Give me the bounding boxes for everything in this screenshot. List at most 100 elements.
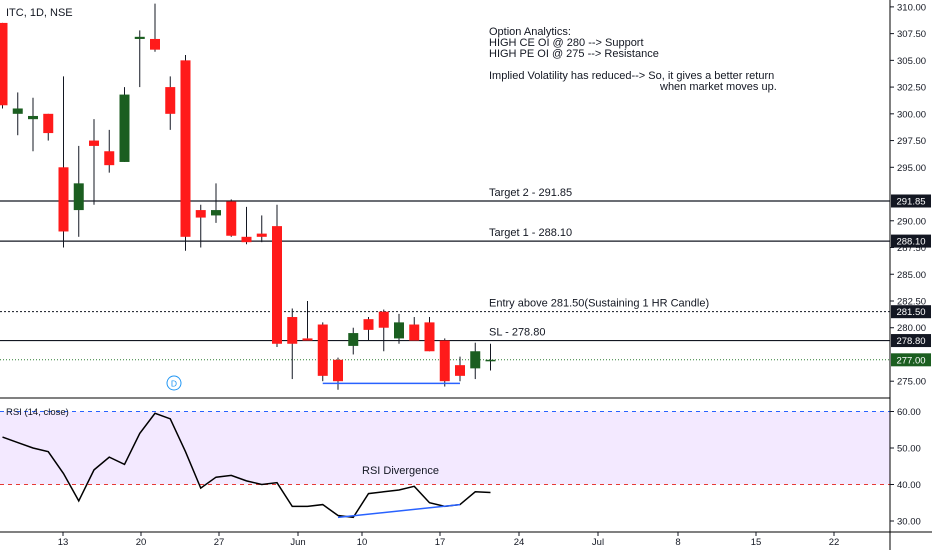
candle[interactable] — [226, 199, 237, 237]
candle-body — [378, 311, 389, 328]
rsi-line[interactable] — [2, 412, 491, 519]
candle[interactable] — [317, 322, 328, 382]
candle[interactable] — [0, 22, 8, 109]
price-tick-label: 285.00 — [897, 270, 926, 281]
candle[interactable] — [150, 3, 160, 52]
candle[interactable] — [195, 204, 206, 248]
symbol-label: ITC, 1D, NSE — [6, 7, 73, 19]
candle-body — [394, 322, 404, 339]
candle[interactable] — [470, 342, 481, 380]
time-tick-label: 13 — [58, 537, 69, 548]
level-label: Target 2 - 291.85 — [489, 187, 572, 199]
candle[interactable] — [211, 183, 221, 223]
candle-body — [333, 359, 343, 382]
level-price-tag — [891, 305, 931, 319]
candle[interactable] — [165, 76, 176, 130]
candle-body — [134, 36, 145, 39]
candle-body — [439, 340, 450, 382]
rsi-tick-label: 40.00 — [897, 480, 921, 491]
candle-body — [241, 236, 252, 243]
price-tick-label: 305.00 — [897, 56, 926, 67]
candle-body — [104, 151, 115, 166]
candlesticks[interactable] — [0, 3, 496, 390]
time-tick-label: 17 — [435, 537, 446, 548]
candle[interactable] — [104, 129, 115, 173]
rsi-band — [0, 411, 890, 485]
candle[interactable] — [180, 55, 191, 251]
last-price-tag — [891, 353, 931, 367]
level-price-tag-text: 278.80 — [896, 336, 925, 347]
candle[interactable] — [58, 76, 69, 248]
rsi-divergence-line — [337, 503, 461, 519]
candle-body — [12, 108, 23, 114]
time-tick-label: 24 — [514, 537, 525, 548]
candle[interactable] — [12, 92, 23, 136]
time-tick-label: 27 — [214, 537, 225, 548]
price-tick-label: 287.50 — [897, 243, 926, 254]
note-line-6: when market moves up. — [659, 81, 777, 93]
candle-body — [287, 317, 298, 344]
level-price-tag — [891, 334, 931, 348]
candle[interactable] — [348, 327, 359, 355]
candle-body — [150, 38, 160, 50]
candle[interactable] — [439, 338, 450, 387]
time-tick-label: Jul — [592, 537, 604, 548]
price-tick-label: 300.00 — [897, 109, 926, 120]
level-price-tag-text: 281.50 — [896, 307, 925, 318]
price-tick-label: 297.50 — [897, 136, 926, 147]
level-price-tag — [891, 234, 931, 248]
candle-body — [211, 210, 221, 216]
candle[interactable] — [424, 317, 435, 352]
candle-body — [195, 210, 206, 218]
dividend-marker[interactable]: D — [166, 375, 182, 391]
candle[interactable] — [378, 309, 389, 352]
candle-body — [272, 226, 282, 344]
candle[interactable] — [241, 206, 252, 245]
candle-body — [28, 115, 38, 120]
candle[interactable] — [485, 343, 496, 371]
option-analytics-note: Option Analytics: HIGH CE OI @ 280 --> S… — [489, 26, 777, 93]
price-tick-label: 282.50 — [897, 296, 926, 307]
candle[interactable] — [302, 300, 313, 341]
candle-body — [43, 113, 54, 134]
candle-body — [256, 233, 267, 237]
candle[interactable] — [409, 317, 420, 341]
candle[interactable] — [43, 113, 54, 141]
price-axis[interactable]: 291.85 288.10 281.50 278.80 277.00 310.00 307.… — [890, 2, 931, 528]
price-tick-label: 290.00 — [897, 216, 926, 227]
level-label: Target 1 - 288.10 — [489, 227, 572, 239]
rsi-panel[interactable] — [2, 412, 491, 519]
price-tick-label: 307.50 — [897, 29, 926, 40]
candle[interactable] — [272, 204, 282, 347]
candle[interactable] — [333, 357, 343, 390]
time-tick-label: Jun — [290, 537, 305, 548]
candle-body — [73, 183, 84, 211]
time-axis[interactable]: 13 20 27 Jun 10 17 24 Jul 8 15 22 — [58, 532, 840, 548]
candle-body — [363, 319, 374, 330]
candle[interactable] — [73, 145, 84, 237]
candle[interactable] — [394, 313, 404, 344]
candle-body — [485, 359, 496, 362]
time-tick-label: 20 — [136, 537, 147, 548]
candle[interactable] — [28, 97, 38, 152]
note-line-2: HIGH CE OI @ 280 --> Support — [489, 37, 644, 49]
candle[interactable] — [119, 87, 130, 162]
candle-body — [455, 365, 465, 376]
candle[interactable] — [287, 308, 298, 380]
dividend-marker-label: D — [171, 379, 177, 389]
price-tick-label: 310.00 — [897, 2, 926, 13]
rsi-divergence-label: RSI Divergence — [362, 465, 439, 477]
candle[interactable] — [363, 317, 374, 341]
candle[interactable] — [134, 30, 145, 88]
candle[interactable] — [455, 356, 465, 382]
candle[interactable] — [256, 215, 267, 243]
time-tick-label: 10 — [357, 537, 368, 548]
time-tick-label: 22 — [829, 537, 840, 548]
rsi-tick-label: 50.00 — [897, 444, 921, 455]
candle[interactable] — [89, 119, 99, 205]
candle-body — [0, 22, 8, 106]
last-price-tag-text: 277.00 — [896, 355, 925, 366]
level-lines: Target 2 - 291.85 Target 1 - 288.10 Entry … — [0, 187, 890, 361]
